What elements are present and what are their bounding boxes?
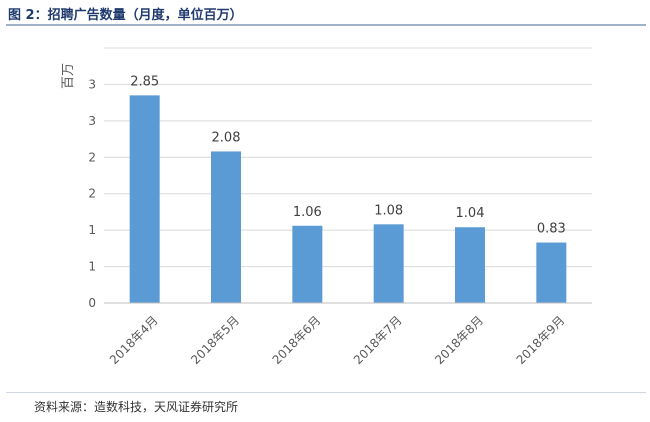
x-tick-label: 2018年8月 [432, 313, 486, 367]
figure-title: 图 2：招聘广告数量（月度，单位百万） [8, 8, 243, 23]
y-tick-label: 1 [88, 223, 96, 237]
y-tick-label: 1 [88, 260, 96, 274]
y-tick-label: 2 [88, 187, 96, 201]
title-divider [6, 24, 646, 26]
data-label: 0.83 [537, 222, 566, 237]
x-tick-label: 2018年9月 [514, 313, 568, 367]
x-tick-label: 2018年4月 [107, 313, 161, 367]
y-axis-label: 百万 [61, 63, 76, 89]
y-tick-label: 0 [88, 296, 96, 310]
data-label: 1.06 [293, 205, 322, 220]
bar [292, 225, 323, 303]
data-label: 1.08 [374, 203, 403, 218]
bar [373, 224, 404, 303]
bar [455, 227, 485, 303]
y-tick-label: 3 [88, 77, 96, 91]
source-divider [6, 392, 646, 393]
x-tick-label: 2018年6月 [270, 313, 324, 367]
bar [536, 242, 567, 303]
y-tick-label: 2 [88, 150, 96, 164]
data-label: 2.85 [130, 74, 159, 89]
x-tick-label: 2018年5月 [188, 313, 242, 367]
data-label: 1.04 [456, 206, 485, 221]
bar [129, 95, 160, 303]
bar-chart: 0 1 1 2 2 3 3 百万 2.85 2018年4月 2.08 2018年5月 1.06 2018年… [61, 47, 592, 367]
source-note: 资料来源：造数科技，天风证券研究所 [34, 400, 239, 414]
x-tick-label: 2018年7月 [351, 313, 405, 367]
y-tick-label: 3 [88, 114, 96, 128]
data-label: 2.08 [212, 130, 241, 145]
bar [211, 151, 241, 303]
